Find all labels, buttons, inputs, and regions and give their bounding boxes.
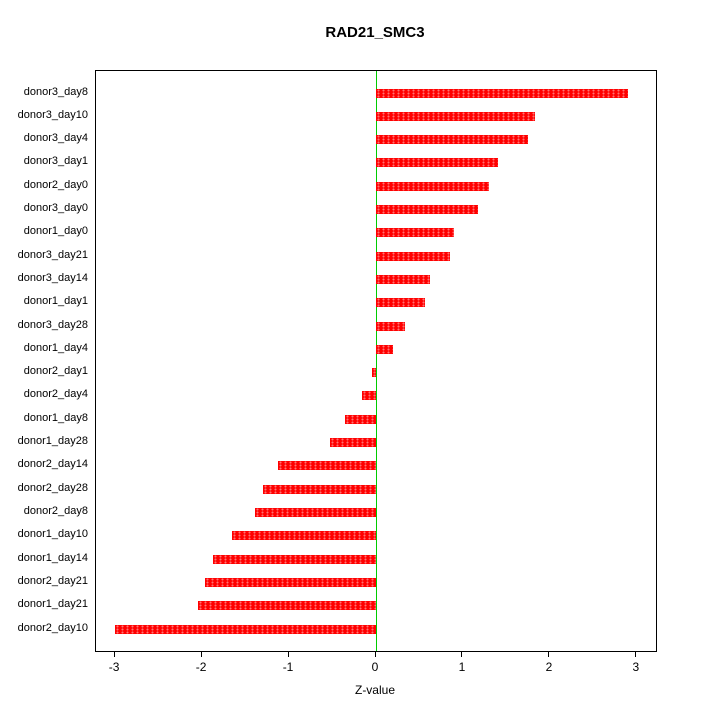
category-label: donor2_day21 bbox=[17, 574, 88, 587]
bar bbox=[376, 344, 394, 354]
bar bbox=[376, 321, 405, 331]
category-label: donor2_day4 bbox=[23, 388, 88, 401]
category-label: donor2_day14 bbox=[17, 458, 88, 471]
category-label: donor2_day8 bbox=[23, 504, 88, 517]
category-label: donor3_day28 bbox=[17, 318, 88, 331]
category-label: donor1_day1 bbox=[23, 295, 88, 308]
x-tick bbox=[113, 652, 115, 657]
bar bbox=[376, 228, 455, 238]
category-label: donor3_day1 bbox=[23, 155, 88, 168]
bar bbox=[376, 135, 529, 145]
category-label: donor1_day28 bbox=[17, 435, 88, 448]
x-tick-label: -3 bbox=[108, 660, 120, 674]
category-label: donor3_day14 bbox=[17, 271, 88, 284]
category-label: donor3_day8 bbox=[23, 85, 88, 98]
bar bbox=[262, 484, 376, 494]
category-label: donor2_day1 bbox=[23, 365, 88, 378]
x-tick-label: 0 bbox=[371, 660, 379, 674]
x-axis-label: Z-value bbox=[354, 683, 395, 697]
x-tick bbox=[200, 652, 202, 657]
x-tick bbox=[548, 652, 550, 657]
bar bbox=[376, 205, 478, 215]
x-tick bbox=[635, 652, 637, 657]
x-tick-label: -1 bbox=[282, 660, 294, 674]
category-label: donor2_day0 bbox=[23, 178, 88, 191]
bar bbox=[376, 181, 490, 191]
x-tick-label: -2 bbox=[195, 660, 207, 674]
category-label: donor1_day4 bbox=[23, 341, 88, 354]
bar bbox=[376, 111, 536, 121]
bar bbox=[371, 368, 376, 378]
x-tick bbox=[461, 652, 463, 657]
bar bbox=[115, 624, 376, 634]
category-label: donor2_day10 bbox=[17, 621, 88, 634]
x-tick-label: 1 bbox=[458, 660, 466, 674]
category-label: donor1_day10 bbox=[17, 528, 88, 541]
bar bbox=[376, 251, 450, 261]
zero-line bbox=[375, 71, 377, 651]
bar bbox=[329, 438, 376, 448]
bar bbox=[213, 554, 376, 564]
chart-title: RAD21_SMC3 bbox=[325, 24, 425, 41]
category-label: donor1_day14 bbox=[17, 551, 88, 564]
bar bbox=[255, 507, 376, 517]
category-label: donor1_day8 bbox=[23, 411, 88, 424]
category-label: donor1_day0 bbox=[23, 225, 88, 238]
category-label: donor3_day0 bbox=[23, 202, 88, 215]
bar bbox=[277, 461, 376, 471]
bar bbox=[362, 391, 376, 401]
bar bbox=[197, 601, 376, 611]
category-label: donor3_day21 bbox=[17, 248, 88, 261]
bar bbox=[376, 274, 430, 284]
category-label: donor2_day28 bbox=[17, 481, 88, 494]
bar bbox=[376, 298, 425, 308]
bar bbox=[376, 158, 498, 168]
bar bbox=[376, 88, 629, 98]
category-label: donor1_day21 bbox=[17, 598, 88, 611]
bar bbox=[344, 414, 376, 424]
x-tick-label: 2 bbox=[545, 660, 553, 674]
plot-area bbox=[95, 70, 657, 652]
category-label: donor3_day10 bbox=[17, 108, 88, 121]
x-tick-label: 3 bbox=[632, 660, 640, 674]
x-tick bbox=[374, 652, 376, 657]
category-label: donor3_day4 bbox=[23, 132, 88, 145]
bar bbox=[231, 531, 376, 541]
bar bbox=[204, 577, 376, 587]
x-tick bbox=[287, 652, 289, 657]
